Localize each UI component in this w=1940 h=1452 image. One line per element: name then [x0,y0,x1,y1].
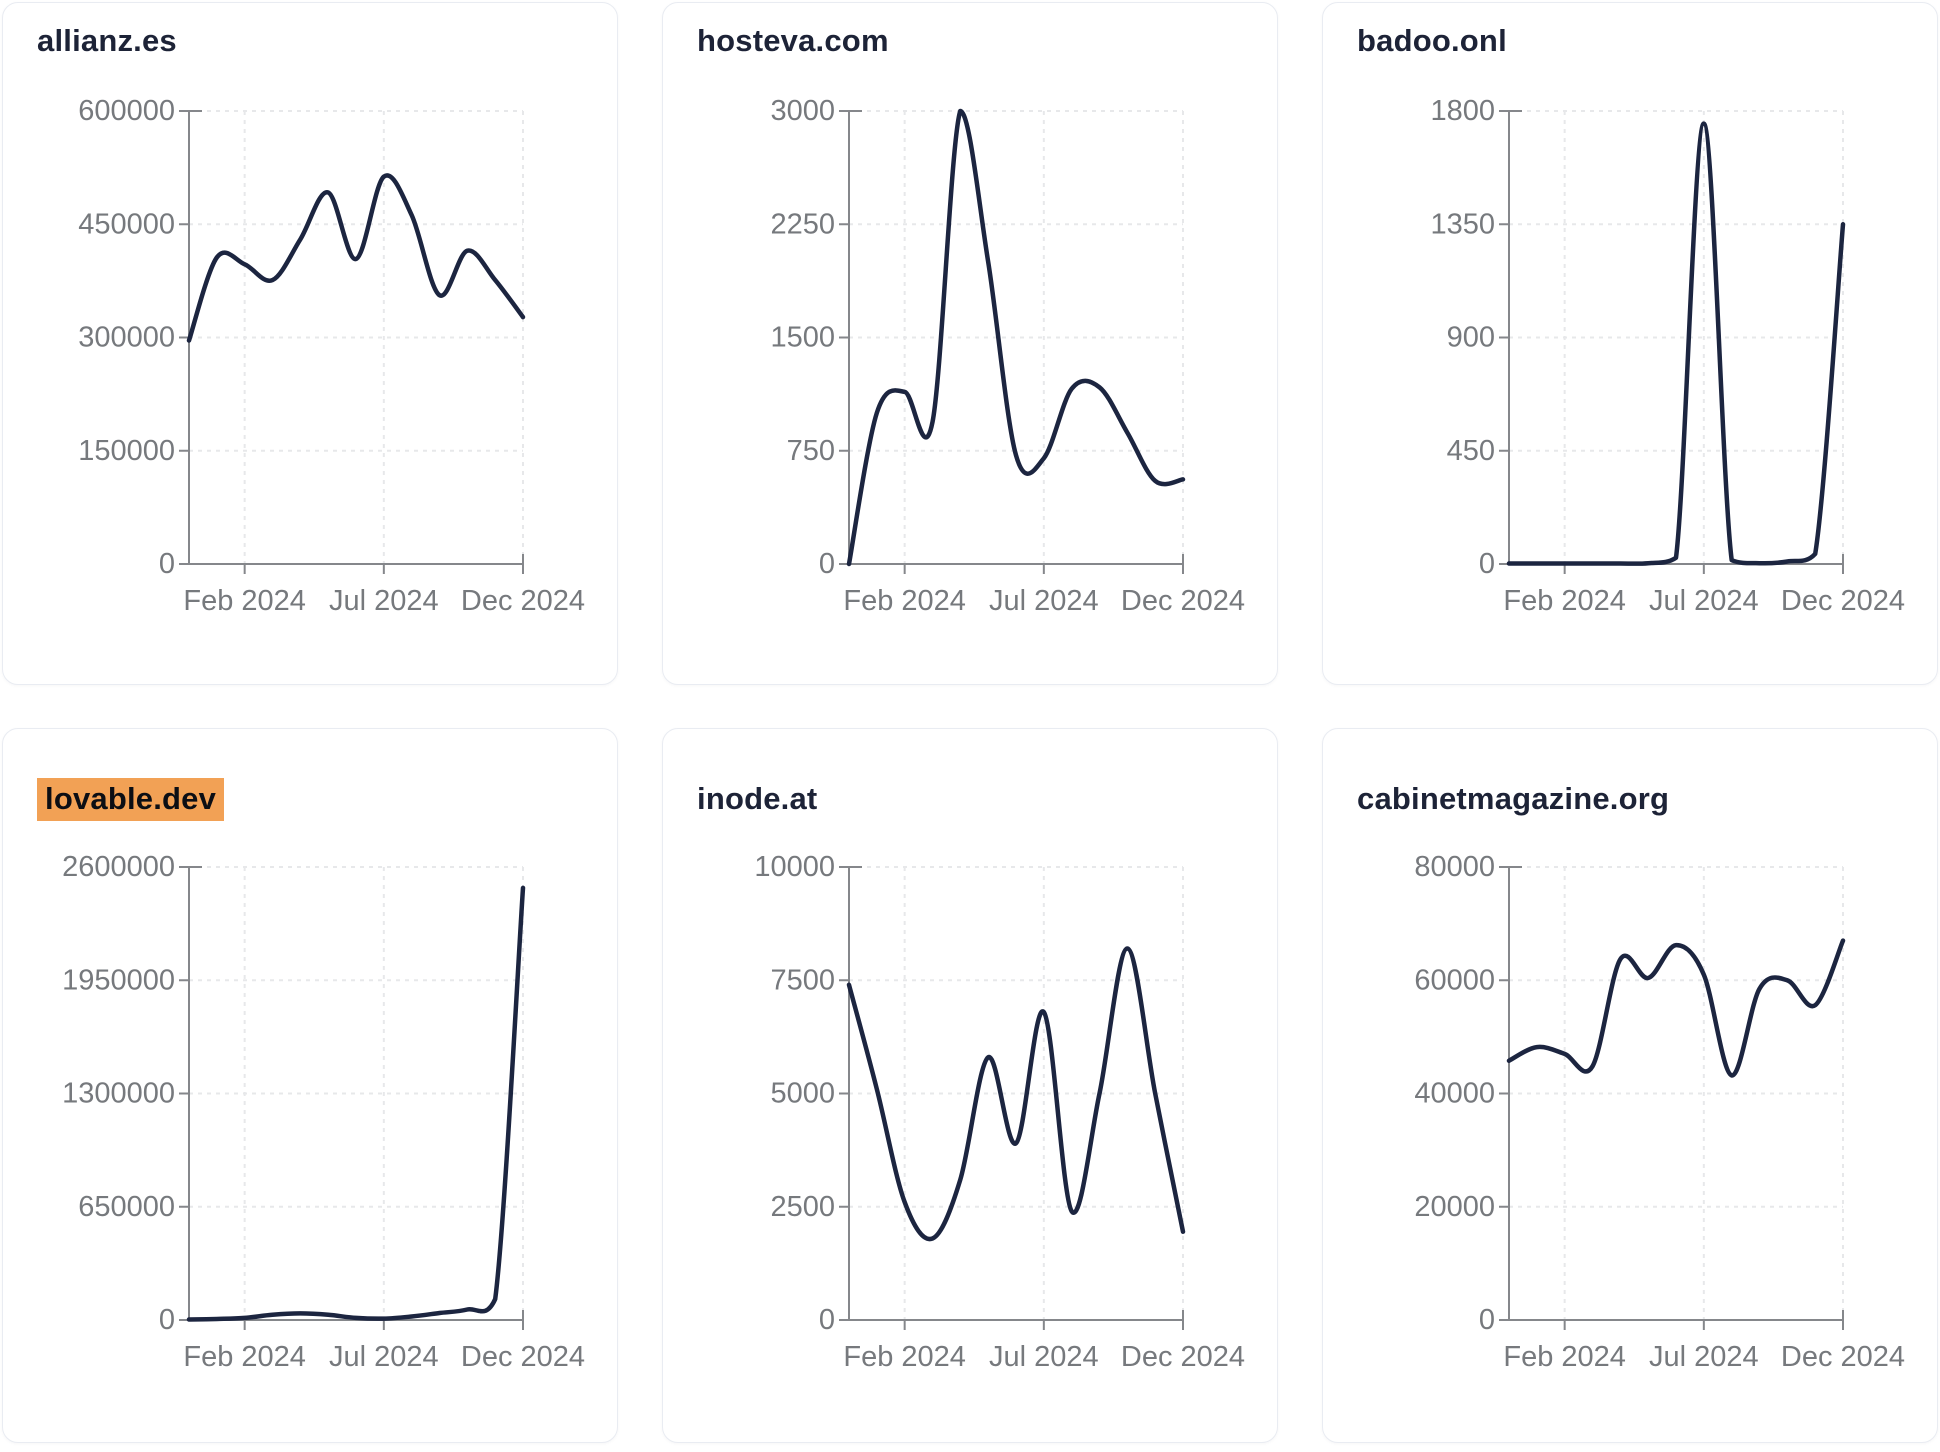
trend-line [1506,938,1846,1078]
domain-chart-card-lovable.dev[interactable]: lovable.dev 0 650000 1300000 1950000 2600000… [2,728,618,1443]
x-tick-label: Dec 2024 [1781,585,1905,617]
domain-title: hosteva.com [697,23,889,59]
domain-title-text: lovable.dev [37,778,225,821]
x-tick-label: Jul 2024 [329,585,439,617]
trend-line [1506,121,1846,566]
x-tick-label: Feb 2024 [843,1341,966,1373]
domain-title-text: cabinetmagazine.org [1357,781,1670,816]
domain-chart-card-inode.at[interactable]: inode.at 0 2500 5000 7500 10000 Feb 2024 Jul 2… [662,728,1278,1443]
x-tick-label: Dec 2024 [1781,1341,1905,1373]
y-tick-label: 1300000 [62,1078,175,1110]
domain-chart-card-cabinetmagazine.org[interactable]: cabinetmagazine.org 0 20000 40000 60000 8000… [1322,728,1938,1443]
y-tick-label: 40000 [1414,1078,1495,1110]
x-tick-label: Feb 2024 [1503,585,1626,617]
x-tick-label: Jul 2024 [329,1341,439,1373]
y-tick-label: 1800 [1430,95,1495,127]
y-tick-label: 0 [819,548,835,580]
y-tick-label: 450 [1447,435,1495,467]
y-tick-label: 10000 [754,851,835,883]
y-tick-label: 0 [819,1304,835,1336]
traffic-trend-chart: 0 20000 40000 60000 80000 Feb 2024 Jul 2024 Dec… [1414,851,1905,1373]
y-tick-label: 150000 [78,435,175,467]
y-tick-label: 2600000 [62,851,175,883]
traffic-trend-chart: 0 150000 300000 450000 600000 Feb 2024 Jul 202… [78,95,585,617]
y-tick-label: 1350 [1430,208,1495,240]
y-tick-label: 60000 [1414,964,1495,996]
y-tick-label: 2500 [770,1191,835,1223]
traffic-trend-chart: 0 750 1500 2250 3000 Feb 2024 Jul 2024 Dec 2024 [770,95,1245,617]
domain-chart-card-badoo.onl[interactable]: badoo.onl 0 450 900 1350 1800 Feb 2024 Jul 202… [1322,2,1938,685]
axes [848,866,1184,1321]
trend-line [846,108,1186,567]
x-tick-label: Dec 2024 [1121,585,1245,617]
y-tick-label: 600000 [78,95,175,127]
y-tick-label: 2250 [770,208,835,240]
x-tick-label: Dec 2024 [1121,1341,1245,1373]
traffic-trend-chart: 0 2500 5000 7500 10000 Feb 2024 Jul 2024 Dec 20… [754,851,1245,1373]
traffic-trend-chart: 0 450 900 1350 1800 Feb 2024 Jul 2024 Dec 2024 [1430,95,1905,617]
domain-title-text: badoo.onl [1357,23,1507,58]
domain-title: cabinetmagazine.org [1357,781,1669,817]
y-tick-label: 0 [1479,1304,1495,1336]
axes [848,110,1184,565]
y-tick-label: 1950000 [62,964,175,996]
y-tick-label: 650000 [78,1191,175,1223]
trend-line [186,885,526,1322]
y-tick-label: 7500 [770,964,835,996]
traffic-trend-chart: 0 650000 1300000 1950000 2600000 Feb 2024 Jul … [62,851,585,1373]
y-tick-label: 0 [1479,548,1495,580]
x-tick-label: Feb 2024 [1503,1341,1626,1373]
domain-title-text: inode.at [697,781,818,816]
y-tick-label: 3000 [770,95,835,127]
y-tick-label: 0 [159,1304,175,1336]
y-tick-label: 5000 [770,1078,835,1110]
domain-chart-card-hosteva.com[interactable]: hosteva.com 0 750 1500 2250 3000 Feb 2024 Jul … [662,2,1278,685]
domain-title: lovable.dev [37,778,225,821]
domain-title: allianz.es [37,23,177,59]
domain-title-text: hosteva.com [697,23,889,58]
x-tick-label: Jul 2024 [1649,1341,1759,1373]
axes [188,110,524,565]
x-tick-label: Jul 2024 [989,585,1099,617]
x-tick-label: Feb 2024 [183,585,306,617]
y-tick-label: 1500 [770,322,835,354]
x-tick-label: Feb 2024 [183,1341,306,1373]
x-tick-label: Feb 2024 [843,585,966,617]
domain-title: badoo.onl [1357,23,1507,59]
x-tick-label: Jul 2024 [1649,585,1759,617]
x-tick-label: Dec 2024 [461,585,585,617]
y-tick-label: 80000 [1414,851,1495,883]
axes [188,866,524,1321]
domain-chart-card-allianz.es[interactable]: allianz.es 0 150000 300000 450000 600000 Feb … [2,2,618,685]
axes [1508,110,1844,565]
y-tick-label: 20000 [1414,1191,1495,1223]
y-tick-label: 900 [1447,322,1495,354]
x-tick-label: Dec 2024 [461,1341,585,1373]
domain-title-text: allianz.es [37,23,177,58]
trend-line [186,173,526,343]
domain-title: inode.at [697,781,817,817]
y-tick-label: 300000 [78,322,175,354]
y-tick-label: 450000 [78,208,175,240]
y-tick-label: 0 [159,548,175,580]
y-tick-label: 750 [787,435,835,467]
axes [1508,866,1844,1321]
x-tick-label: Jul 2024 [989,1341,1099,1373]
trend-line [846,946,1186,1242]
